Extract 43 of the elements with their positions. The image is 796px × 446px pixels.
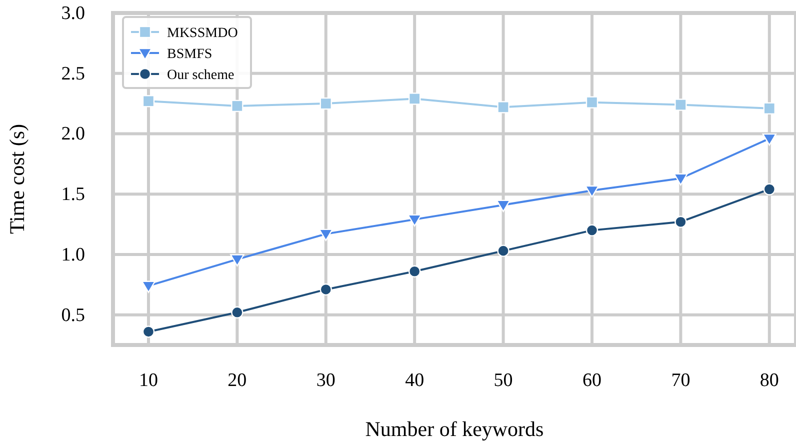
point: [320, 97, 332, 110]
x-tick-label: 80: [760, 370, 779, 391]
y-tick-label: 3.0: [61, 3, 85, 24]
y-tick-label: 2.5: [61, 63, 85, 84]
x-tick-label: 30: [316, 370, 336, 391]
y-tick-label: 1.0: [61, 244, 85, 266]
point: [408, 265, 421, 278]
point: [230, 254, 244, 266]
point: [408, 92, 421, 105]
point: [674, 173, 688, 186]
x-tick-label: 70: [671, 370, 690, 391]
point: [584, 185, 600, 198]
x-tick-label: 40: [405, 370, 424, 391]
point: [763, 183, 776, 196]
point: [231, 306, 244, 319]
point: [496, 200, 510, 212]
point: [497, 244, 510, 257]
point: [674, 98, 687, 111]
point: [497, 101, 510, 114]
point: [586, 224, 598, 236]
y-axis-title: Time cost (s): [5, 124, 29, 234]
point: [320, 283, 332, 296]
x-tick-label: 60: [582, 370, 602, 391]
x-axis-title: Number of keywords: [365, 417, 544, 441]
y-tick-label: 2.0: [61, 124, 85, 145]
point: [318, 228, 333, 242]
x-tick-label: 50: [494, 370, 513, 391]
point: [586, 96, 598, 108]
legend-label: BSMFS: [167, 47, 212, 62]
y-tick-label: 0.5: [61, 304, 85, 326]
point: [763, 102, 776, 114]
y-tick-label: 1.5: [61, 184, 85, 206]
point: [407, 214, 422, 227]
point: [142, 326, 155, 338]
x-tick-label: 20: [228, 370, 247, 391]
point: [674, 216, 687, 228]
legend-label: MKSSMDO: [167, 26, 238, 41]
point: [231, 100, 244, 112]
point: [762, 133, 776, 146]
point: [142, 95, 155, 108]
legend-label: Our scheme: [167, 68, 234, 83]
x-tick-label: 10: [138, 370, 158, 391]
point: [141, 280, 156, 293]
